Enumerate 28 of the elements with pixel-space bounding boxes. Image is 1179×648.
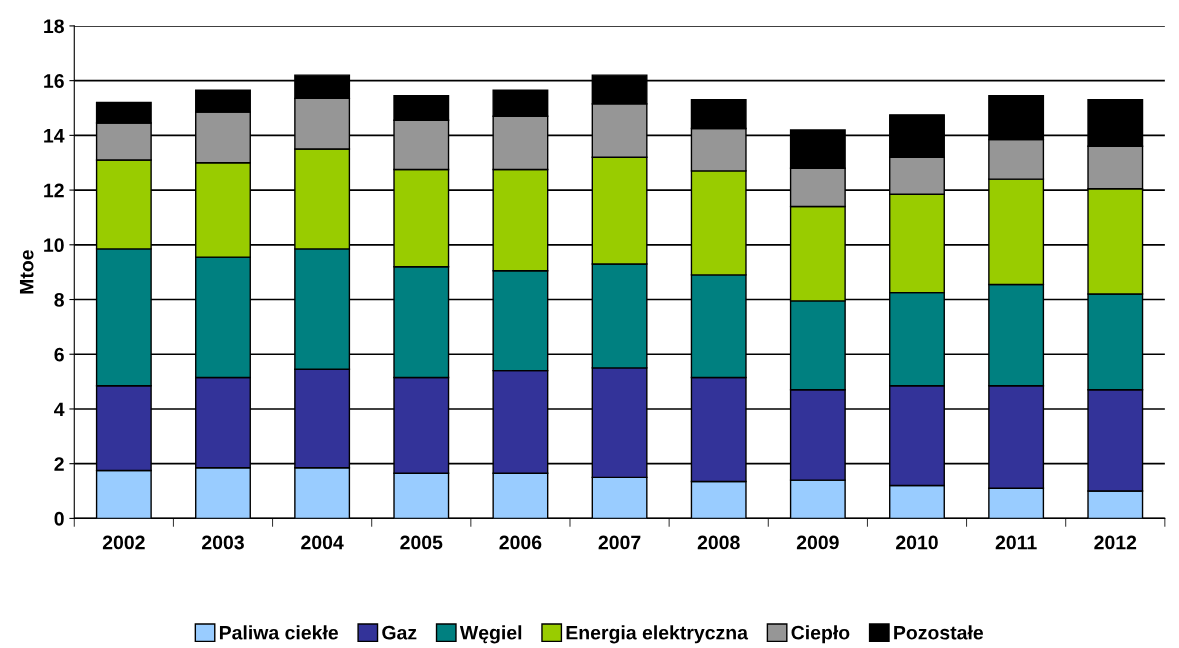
x-tick-label: 2008 xyxy=(697,535,740,550)
legend-label: Węgiel xyxy=(459,625,522,644)
x-tick-label: 2011 xyxy=(995,535,1037,550)
y-tick-label: 0 xyxy=(54,511,64,526)
y-tick-label: 4 xyxy=(54,402,65,417)
y-axis-title: Mtoe xyxy=(19,250,34,294)
y-tick-label: 10 xyxy=(44,238,64,253)
legend-label: Pozostałe xyxy=(894,625,984,640)
y-tick-label: 8 xyxy=(54,292,64,307)
y-tick-label: 2 xyxy=(54,457,64,471)
x-tick-label: 2004 xyxy=(301,535,344,550)
y-tick-label: 12 xyxy=(44,183,64,198)
y-tick-label: 18 xyxy=(44,19,64,34)
x-tick-label: 2005 xyxy=(400,535,443,550)
x-tick-label: 2006 xyxy=(499,535,542,550)
legend-label: Paliwa ciekłe xyxy=(219,625,338,640)
x-tick-label: 2002 xyxy=(102,535,145,550)
x-tick-label: 2007 xyxy=(598,535,641,550)
y-tick-label: 16 xyxy=(44,74,64,88)
legend-label: Ciepło xyxy=(791,625,850,644)
y-tick-label: 14 xyxy=(44,129,65,143)
legend-label: Gaz xyxy=(382,625,417,640)
x-tick-label: 2010 xyxy=(896,535,938,550)
x-tick-label: 2009 xyxy=(796,535,839,550)
y-tick-label: 6 xyxy=(54,347,64,362)
x-tick-label: 2003 xyxy=(202,535,244,550)
x-tick-label: 2012 xyxy=(1094,535,1137,550)
legend-label: Energia elektryczna xyxy=(566,625,749,644)
